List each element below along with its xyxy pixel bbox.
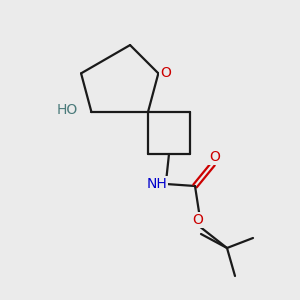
Text: NH: NH <box>147 177 167 191</box>
Text: HO: HO <box>56 103 77 117</box>
Text: O: O <box>210 150 220 164</box>
Text: O: O <box>160 66 171 80</box>
Text: O: O <box>193 213 203 227</box>
